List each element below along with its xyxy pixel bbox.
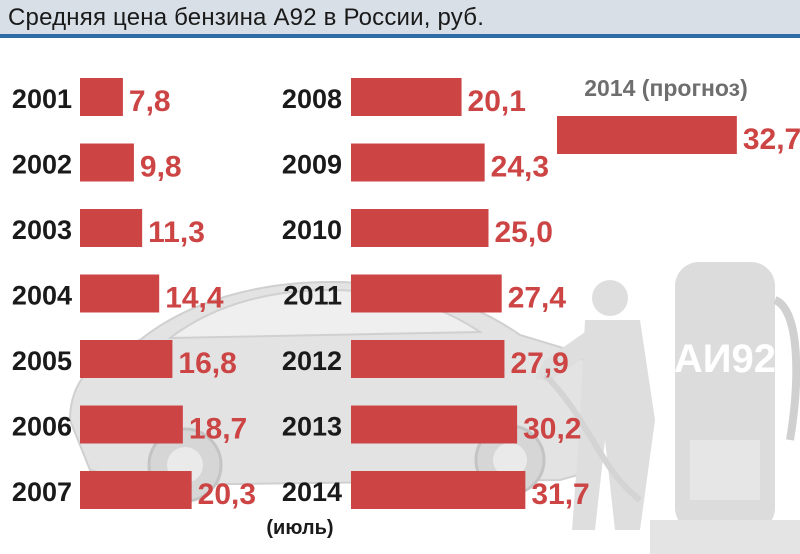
value-label: 16,8: [178, 347, 236, 380]
year-label: 2008: [282, 84, 342, 114]
year-label: 2003: [12, 215, 72, 245]
bar: [351, 471, 526, 509]
person-silhouette: [535, 280, 655, 530]
chart-title: Средняя цена бензина А92 в России, руб.: [8, 4, 485, 31]
value-label: 27,9: [510, 347, 568, 380]
value-label: 9,8: [140, 151, 182, 184]
fuel-hose: [542, 372, 642, 503]
year-label: 2004: [12, 281, 72, 311]
bar: [80, 471, 192, 509]
year-label: 2007: [12, 477, 72, 507]
year-label: 2005: [12, 346, 72, 376]
fuel-pump: АИ92: [650, 262, 800, 554]
year-label: 2013: [282, 412, 342, 442]
bar: [80, 274, 160, 313]
value-label: 25,0: [495, 216, 553, 249]
bar: [80, 78, 123, 116]
bar: [80, 340, 173, 378]
bar: [351, 209, 489, 247]
value-label: 18,7: [189, 413, 247, 446]
bar: [351, 405, 518, 444]
bar: [351, 274, 502, 313]
value-label: 31,7: [531, 478, 589, 511]
year-label: 2002: [12, 150, 72, 180]
bar: [80, 405, 183, 444]
bar: [80, 209, 143, 247]
bar: [351, 143, 485, 182]
value-label: 30,2: [523, 413, 581, 446]
forecast-label: 2014 (прогноз): [584, 75, 748, 101]
year-label: 2010: [282, 215, 342, 245]
bar: [80, 143, 134, 182]
title-bar: Средняя цена бензина А92 в России, руб.: [0, 0, 800, 38]
year-label: 2009: [282, 150, 342, 180]
year-label: 2001: [12, 84, 72, 114]
year-label: 2014: [282, 477, 342, 507]
bar: [351, 340, 505, 378]
bar: [351, 78, 462, 116]
value-label: 7,8: [129, 85, 171, 118]
year-note-label: (июль): [266, 517, 333, 539]
pump-label: АИ92: [674, 337, 776, 381]
value-label: 11,3: [148, 216, 205, 249]
forecast-bar: [557, 116, 737, 154]
year-label: 2012: [282, 346, 342, 376]
forecast-value-label: 32,7: [743, 123, 800, 156]
value-label: 14,4: [165, 282, 224, 315]
year-label: 2006: [12, 412, 72, 442]
value-label: 20,1: [468, 85, 526, 118]
year-label: 2011: [283, 281, 342, 311]
value-label: 27,4: [508, 282, 567, 315]
value-label: 20,3: [198, 478, 256, 511]
value-label: 24,3: [491, 151, 549, 184]
